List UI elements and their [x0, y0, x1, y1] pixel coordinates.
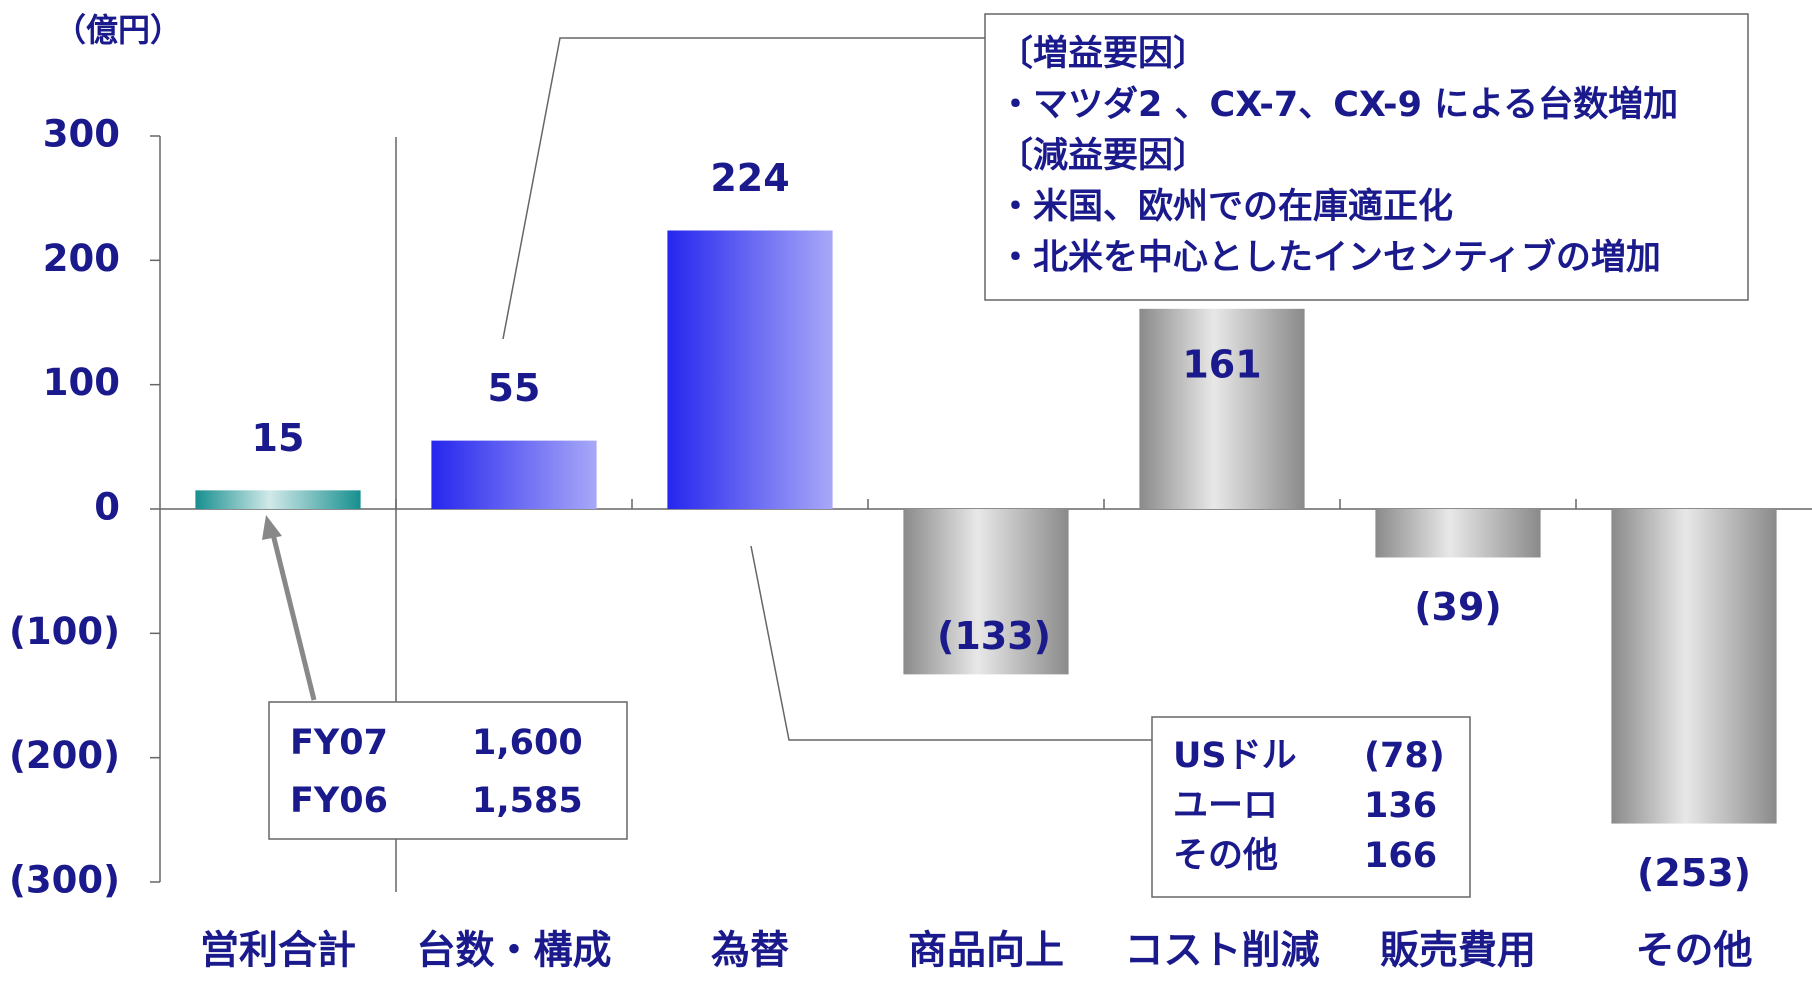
box-text: その他: [1173, 836, 1278, 876]
bar: [431, 440, 597, 509]
box-text: 1,600: [472, 723, 583, 763]
bar: [903, 509, 1069, 675]
y-tick-label: (100): [9, 610, 120, 653]
x-tick-label: 営利合計: [200, 929, 356, 974]
total-box: [268, 701, 628, 840]
x-tick-label: 販売費用: [1380, 929, 1536, 974]
box-text: (78): [1364, 736, 1445, 776]
box-text: ・北米を中心としたインセンティブの増加: [998, 237, 1661, 278]
y-tick-label: (300): [9, 859, 120, 902]
data-label: 161: [1182, 342, 1261, 386]
data-label: 55: [488, 366, 541, 410]
y-tick-label: 200: [43, 237, 120, 280]
y-tick-label: 300: [43, 113, 120, 156]
box-text: 136: [1364, 786, 1437, 826]
data-label: 224: [710, 156, 789, 200]
bar: [1611, 509, 1777, 824]
data-label: (39): [1414, 585, 1502, 629]
arrow-head: [262, 515, 282, 540]
box-text: ・マツダ2 、CX-7、CX-9 による台数増加: [998, 85, 1678, 125]
box-text: ユーロ: [1173, 786, 1278, 826]
box-text: USドル: [1173, 736, 1297, 776]
y-tick-label: (200): [9, 734, 120, 777]
bar: [667, 230, 833, 509]
box-text: 〔増益要因〕: [998, 34, 1208, 74]
x-tick-label: コスト削減: [1124, 929, 1319, 974]
x-tick-label: 為替: [711, 929, 789, 974]
data-label: (253): [1637, 851, 1751, 895]
data-label: 15: [252, 416, 305, 460]
box-text: 〔減益要因〕: [998, 136, 1208, 176]
box-text: ・米国、欧州での在庫適正化: [998, 187, 1453, 227]
currency-box: [1151, 716, 1471, 898]
box-text: 166: [1364, 836, 1437, 876]
bar: [1139, 308, 1305, 509]
x-tick-label: 商品向上: [908, 929, 1064, 974]
box-text: FY06: [290, 781, 388, 821]
y-tick-label: 0: [94, 486, 120, 529]
bar: [195, 490, 361, 509]
x-tick-label: 台数・構成: [416, 929, 611, 974]
unit-label: （億円）: [54, 11, 182, 49]
y-tick-label: 100: [43, 361, 120, 404]
leader-line: [502, 37, 985, 340]
x-tick-label: その他: [1635, 929, 1752, 974]
leader-line: [750, 545, 1152, 741]
data-label: (133): [937, 614, 1051, 658]
bar: [1375, 509, 1541, 558]
box-text: 1,585: [472, 781, 583, 821]
factor-box: [984, 13, 1749, 301]
box-text: FY07: [290, 723, 388, 763]
arrow: [269, 529, 317, 701]
